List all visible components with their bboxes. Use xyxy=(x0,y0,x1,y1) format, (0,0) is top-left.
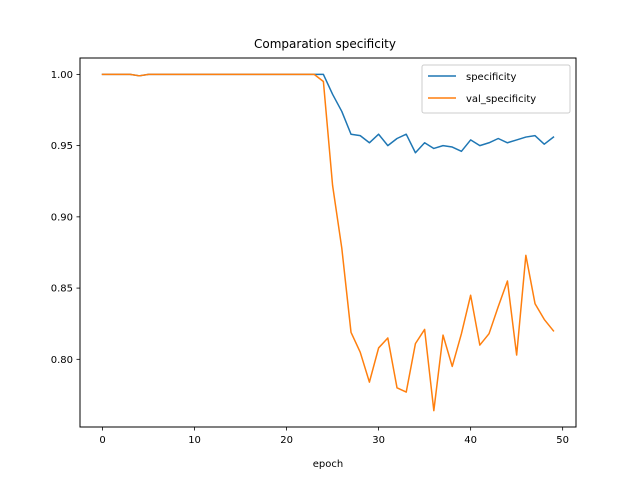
legend-label-specificity: specificity xyxy=(466,72,516,83)
x-tick-label: 20 xyxy=(280,435,293,446)
chart-title: Comparation specificity xyxy=(254,37,396,51)
y-tick-label: 0.80 xyxy=(51,355,73,366)
axes-ticks: 0 10 20 30 40 50 0.80 0.85 0.90 0.95 1.00 xyxy=(51,70,569,446)
legend: specificity val_specificity xyxy=(421,64,571,114)
y-tick-label: 1.00 xyxy=(51,70,73,81)
x-tick-label: 40 xyxy=(464,435,477,446)
y-tick-label: 0.90 xyxy=(51,212,73,223)
legend-label-val-specificity: val_specificity xyxy=(466,94,536,105)
axes-frame xyxy=(79,57,577,428)
x-tick-label: 30 xyxy=(372,435,385,446)
x-axis-label: epoch xyxy=(313,459,343,470)
x-tick-label: 0 xyxy=(99,435,105,446)
legend-box xyxy=(421,64,571,114)
plot-area xyxy=(101,73,555,412)
x-tick-label: 10 xyxy=(188,435,201,446)
y-tick-label: 0.95 xyxy=(51,141,73,152)
y-tick-label: 0.85 xyxy=(51,284,73,295)
x-tick-label: 50 xyxy=(556,435,569,446)
series-line-val-specificity xyxy=(101,73,555,412)
